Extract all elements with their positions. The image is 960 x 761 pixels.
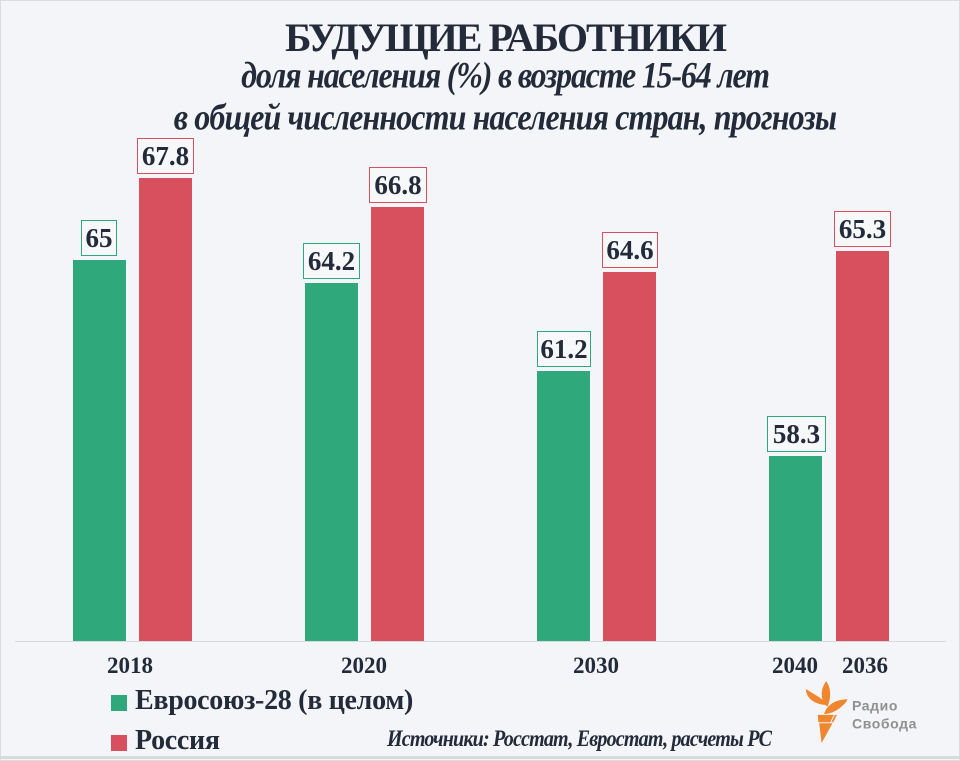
svg-text:Свобода: Свобода	[852, 716, 917, 732]
svg-text:Радио: Радио	[852, 698, 898, 714]
